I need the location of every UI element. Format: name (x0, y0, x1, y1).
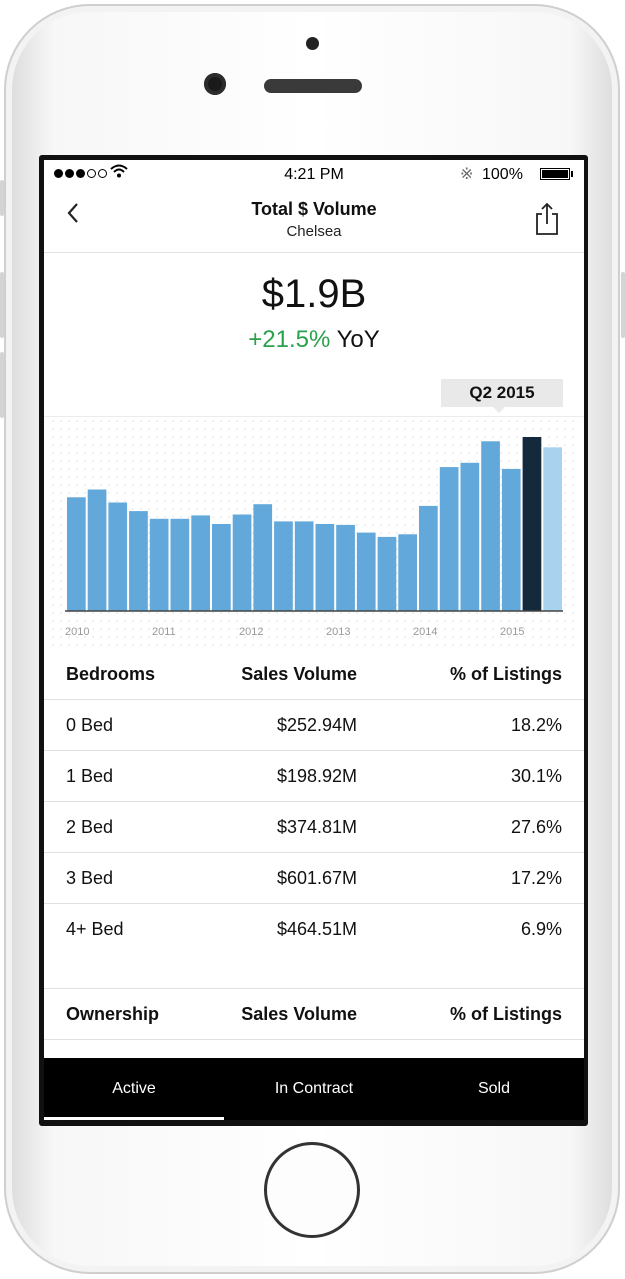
wifi-icon (110, 164, 128, 178)
total-volume-value: $1.9B (261, 272, 367, 316)
bedrooms-table-header: Bedrooms Sales Volume % of Listings (44, 649, 584, 700)
sales-volume-value: $464.51M (276, 919, 357, 939)
table-row: 3 Bed $601.67M 17.2% (44, 853, 584, 904)
yoy-change-value: +21.5% (248, 326, 331, 353)
bedroom-label: 4+ Bed (66, 919, 124, 939)
volume-down-button (0, 352, 4, 418)
table-row: 1 Bed $198.92M 30.1% (44, 751, 584, 802)
x-axis-tick-label: 2014 (413, 626, 437, 638)
chart-divider (44, 416, 584, 417)
sales-volume-value: $198.92M (276, 766, 357, 786)
bedrooms-table: Bedrooms Sales Volume % of Listings 0 Be… (44, 649, 584, 954)
bedroom-label: 0 Bed (66, 715, 114, 735)
yoy-change: +21.5% YoY (44, 326, 584, 354)
chevron-left-icon[interactable] (62, 198, 86, 228)
page-title: Total $ Volume (251, 199, 377, 219)
chart-bar[interactable] (522, 437, 542, 611)
chart-bar[interactable] (294, 521, 314, 611)
chart-bar[interactable] (481, 441, 500, 611)
bedroom-label: 3 Bed (66, 868, 114, 888)
chart-bar[interactable] (170, 518, 190, 611)
app-screen: 4:21 PM ※ 100% Total $ Volume Chelsea $1… (44, 160, 584, 1120)
navigation-bar: Total $ Volume Chelsea (44, 188, 584, 253)
table-row: 2 Bed $374.81M 27.6% (44, 802, 584, 853)
volume-up-button (0, 272, 4, 338)
table-row: 0 Bed $252.94M 18.2% (44, 700, 584, 751)
percent-listings-value: 30.1% (510, 766, 562, 786)
bluetooth-icon: ※ (460, 166, 474, 183)
chart-bar[interactable] (419, 505, 438, 611)
header-ownership: Ownership (66, 1004, 160, 1024)
front-sensor (306, 37, 319, 50)
chart-bar[interactable] (439, 467, 459, 611)
chart-bar[interactable] (87, 489, 107, 612)
sales-volume-value: $374.81M (276, 817, 357, 837)
ownership-table: Ownership Sales Volume % of Listings (44, 989, 584, 1040)
chart-bar[interactable] (149, 518, 169, 611)
ownership-table-header: Ownership Sales Volume % of Listings (44, 989, 584, 1040)
chart-bar[interactable] (336, 524, 355, 611)
chart-bar[interactable] (460, 462, 480, 611)
sales-volume-value: $601.67M (276, 868, 357, 888)
x-axis-tick-label: 2013 (326, 626, 350, 638)
x-axis-tick-label: 2015 (500, 626, 524, 638)
chart-bar[interactable] (129, 511, 148, 611)
chart-bar[interactable] (377, 536, 397, 611)
front-camera (204, 73, 226, 95)
silent-switch (0, 180, 4, 216)
home-button[interactable] (264, 1142, 360, 1238)
x-axis-tick-label: 2010 (65, 626, 89, 638)
bedroom-label: 1 Bed (66, 766, 114, 786)
x-axis-tick-label: 2012 (239, 626, 263, 638)
tab-sold[interactable]: Sold (477, 1080, 511, 1097)
earpiece-speaker (264, 79, 362, 93)
percent-listings-value: 6.9% (520, 919, 562, 939)
bottom-tab-bar: Active In Contract Sold (44, 1058, 584, 1120)
tab-active[interactable]: Active (44, 1058, 224, 1120)
header-sales-volume: Sales Volume (241, 1004, 357, 1024)
chart-bar[interactable] (501, 468, 521, 611)
battery-tip (571, 171, 573, 177)
battery-icon (540, 168, 570, 180)
chart-bar[interactable] (274, 521, 293, 611)
volume-bar-chart[interactable]: 2010 2011 2012 2013 2014 2015 (49, 417, 579, 647)
power-button (621, 272, 625, 338)
x-axis-tick-label: 2011 (152, 626, 176, 638)
percent-listings-value: 18.2% (510, 715, 562, 735)
header-sales-volume: Sales Volume (241, 664, 357, 684)
tab-in-contract[interactable]: In Contract (274, 1080, 354, 1097)
chart-bar[interactable] (398, 534, 417, 611)
header-percent-listings: % of Listings (450, 1004, 562, 1024)
yoy-change-label: YoY (336, 326, 380, 353)
battery-percentage: 100% (482, 166, 523, 183)
chart-bar[interactable] (356, 532, 376, 611)
share-icon[interactable] (534, 202, 560, 236)
chart-bar[interactable] (191, 515, 210, 611)
status-bar: 4:21 PM ※ 100% (44, 160, 584, 188)
chart-bar[interactable] (67, 497, 86, 611)
chart-bar[interactable] (108, 502, 128, 612)
page-subtitle: Chelsea (286, 223, 342, 240)
chart-bar[interactable] (232, 514, 252, 612)
table-row: 4+ Bed $464.51M 6.9% (44, 904, 584, 954)
percent-listings-value: 27.6% (510, 817, 562, 837)
signal-strength-icon (54, 169, 107, 178)
chart-bar[interactable] (543, 447, 562, 611)
chart-bar[interactable] (253, 504, 273, 611)
status-time: 4:21 PM (284, 166, 344, 183)
header-bedrooms: Bedrooms (66, 664, 156, 684)
chart-bar[interactable] (212, 524, 231, 611)
selected-quarter-tooltip: Q2 2015 (441, 379, 563, 413)
chart-bar[interactable] (315, 524, 335, 611)
header-percent-listings: % of Listings (450, 664, 562, 684)
bedroom-label: 2 Bed (66, 817, 114, 837)
percent-listings-value: 17.2% (510, 868, 562, 888)
sales-volume-value: $252.94M (276, 715, 357, 735)
section-divider (44, 988, 584, 989)
